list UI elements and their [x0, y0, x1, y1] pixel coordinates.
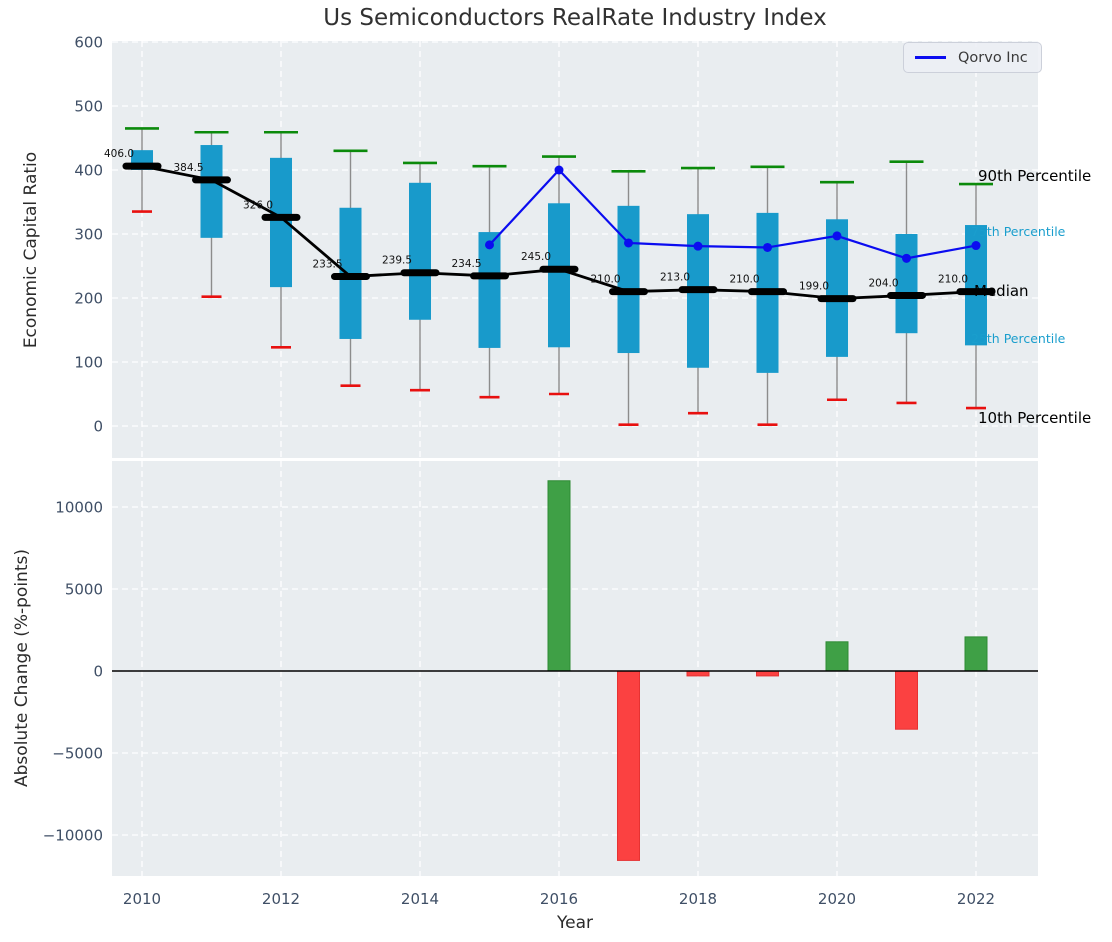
qorvo-marker	[971, 241, 981, 251]
bottom-y-tick-label: 0	[93, 663, 103, 681]
qorvo-line	[488, 168, 977, 260]
iqr-box	[200, 145, 223, 238]
qorvo-marker	[902, 253, 911, 263]
qorvo-marker	[763, 242, 772, 252]
iqr-box	[478, 232, 501, 348]
bottom-y-tick-label: −10000	[43, 827, 103, 845]
median-value-label: 210.0	[591, 274, 621, 286]
x-tick-label: 2018	[679, 890, 717, 908]
qorvo-marker	[832, 231, 842, 241]
median-value-label: 406.0	[104, 148, 134, 160]
bottom-y-tick-label: −5000	[52, 745, 103, 763]
top-y-tick-label: 0	[93, 418, 103, 436]
median-value-label: 234.5	[452, 258, 482, 270]
change-bar-negative	[895, 670, 918, 730]
top-y-tick-label: 600	[74, 34, 103, 52]
change-bar-positive	[964, 636, 988, 672]
median-value-label: 326.0	[243, 199, 273, 211]
iqr-box	[965, 225, 987, 346]
median-value-label: 239.5	[382, 255, 412, 267]
p10-annotation: 10th Percentile	[978, 409, 1091, 427]
median-value-label: 210.0	[938, 274, 968, 286]
iqr-box	[617, 205, 640, 354]
legend-label: Qorvo Inc	[958, 49, 1028, 66]
top-y-tick-label: 500	[74, 98, 103, 116]
change-bar-negative	[617, 670, 640, 861]
iqr-box	[548, 203, 570, 348]
top-y-axis-label: Economic Capital Ratio	[21, 151, 41, 349]
median-value-label: 233.5	[313, 259, 343, 271]
top-y-tick-label: 300	[74, 226, 103, 244]
iqr-box	[270, 157, 292, 288]
top-y-tick-label: 200	[74, 290, 103, 308]
median-value-label: 210.0	[730, 274, 760, 286]
x-tick-label: 2016	[540, 890, 578, 908]
median-annotation: Median	[974, 282, 1029, 300]
qorvo-marker	[624, 238, 633, 248]
x-tick-label: 2014	[401, 890, 439, 908]
p90-annotation: 90th Percentile	[978, 167, 1091, 185]
qorvo-marker	[554, 165, 564, 175]
x-tick-label: 2010	[123, 890, 161, 908]
iqr-box	[826, 219, 848, 357]
chart-title: Us Semiconductors RealRate Industry Inde…	[323, 5, 827, 31]
bottom-plot-background	[112, 461, 1038, 876]
legend: Qorvo Inc	[903, 42, 1042, 73]
change-bar-positive	[825, 641, 849, 672]
median-value-label: 204.0	[869, 277, 899, 289]
x-axis-label: Year	[557, 913, 593, 933]
top-y-tick-label: 100	[74, 354, 103, 372]
p75-annotation: 75th Percentile	[971, 224, 1066, 239]
bottom-y-tick-label: 5000	[65, 581, 103, 599]
p25-annotation: 25th Percentile	[971, 331, 1066, 346]
x-tick-label: 2020	[818, 890, 856, 908]
bottom-y-tick-label: 10000	[55, 499, 103, 517]
qorvo-marker	[485, 240, 494, 250]
x-tick-label: 2022	[957, 890, 995, 908]
median-value-label: 384.5	[174, 162, 204, 174]
bottom-y-axis-label: Absolute Change (%-points)	[12, 549, 32, 787]
top-plot-background	[112, 41, 1038, 458]
median-value-label: 245.0	[521, 251, 551, 263]
legend-line-swatch	[915, 56, 946, 59]
x-tick-label: 2012	[262, 890, 300, 908]
change-bar-positive	[547, 480, 571, 672]
iqr-box	[409, 182, 431, 320]
median-value-label: 213.0	[660, 272, 690, 284]
iqr-box	[895, 234, 918, 334]
median-value-label: 199.0	[799, 281, 829, 293]
top-y-tick-label: 400	[74, 162, 103, 180]
qorvo-marker	[693, 241, 703, 251]
